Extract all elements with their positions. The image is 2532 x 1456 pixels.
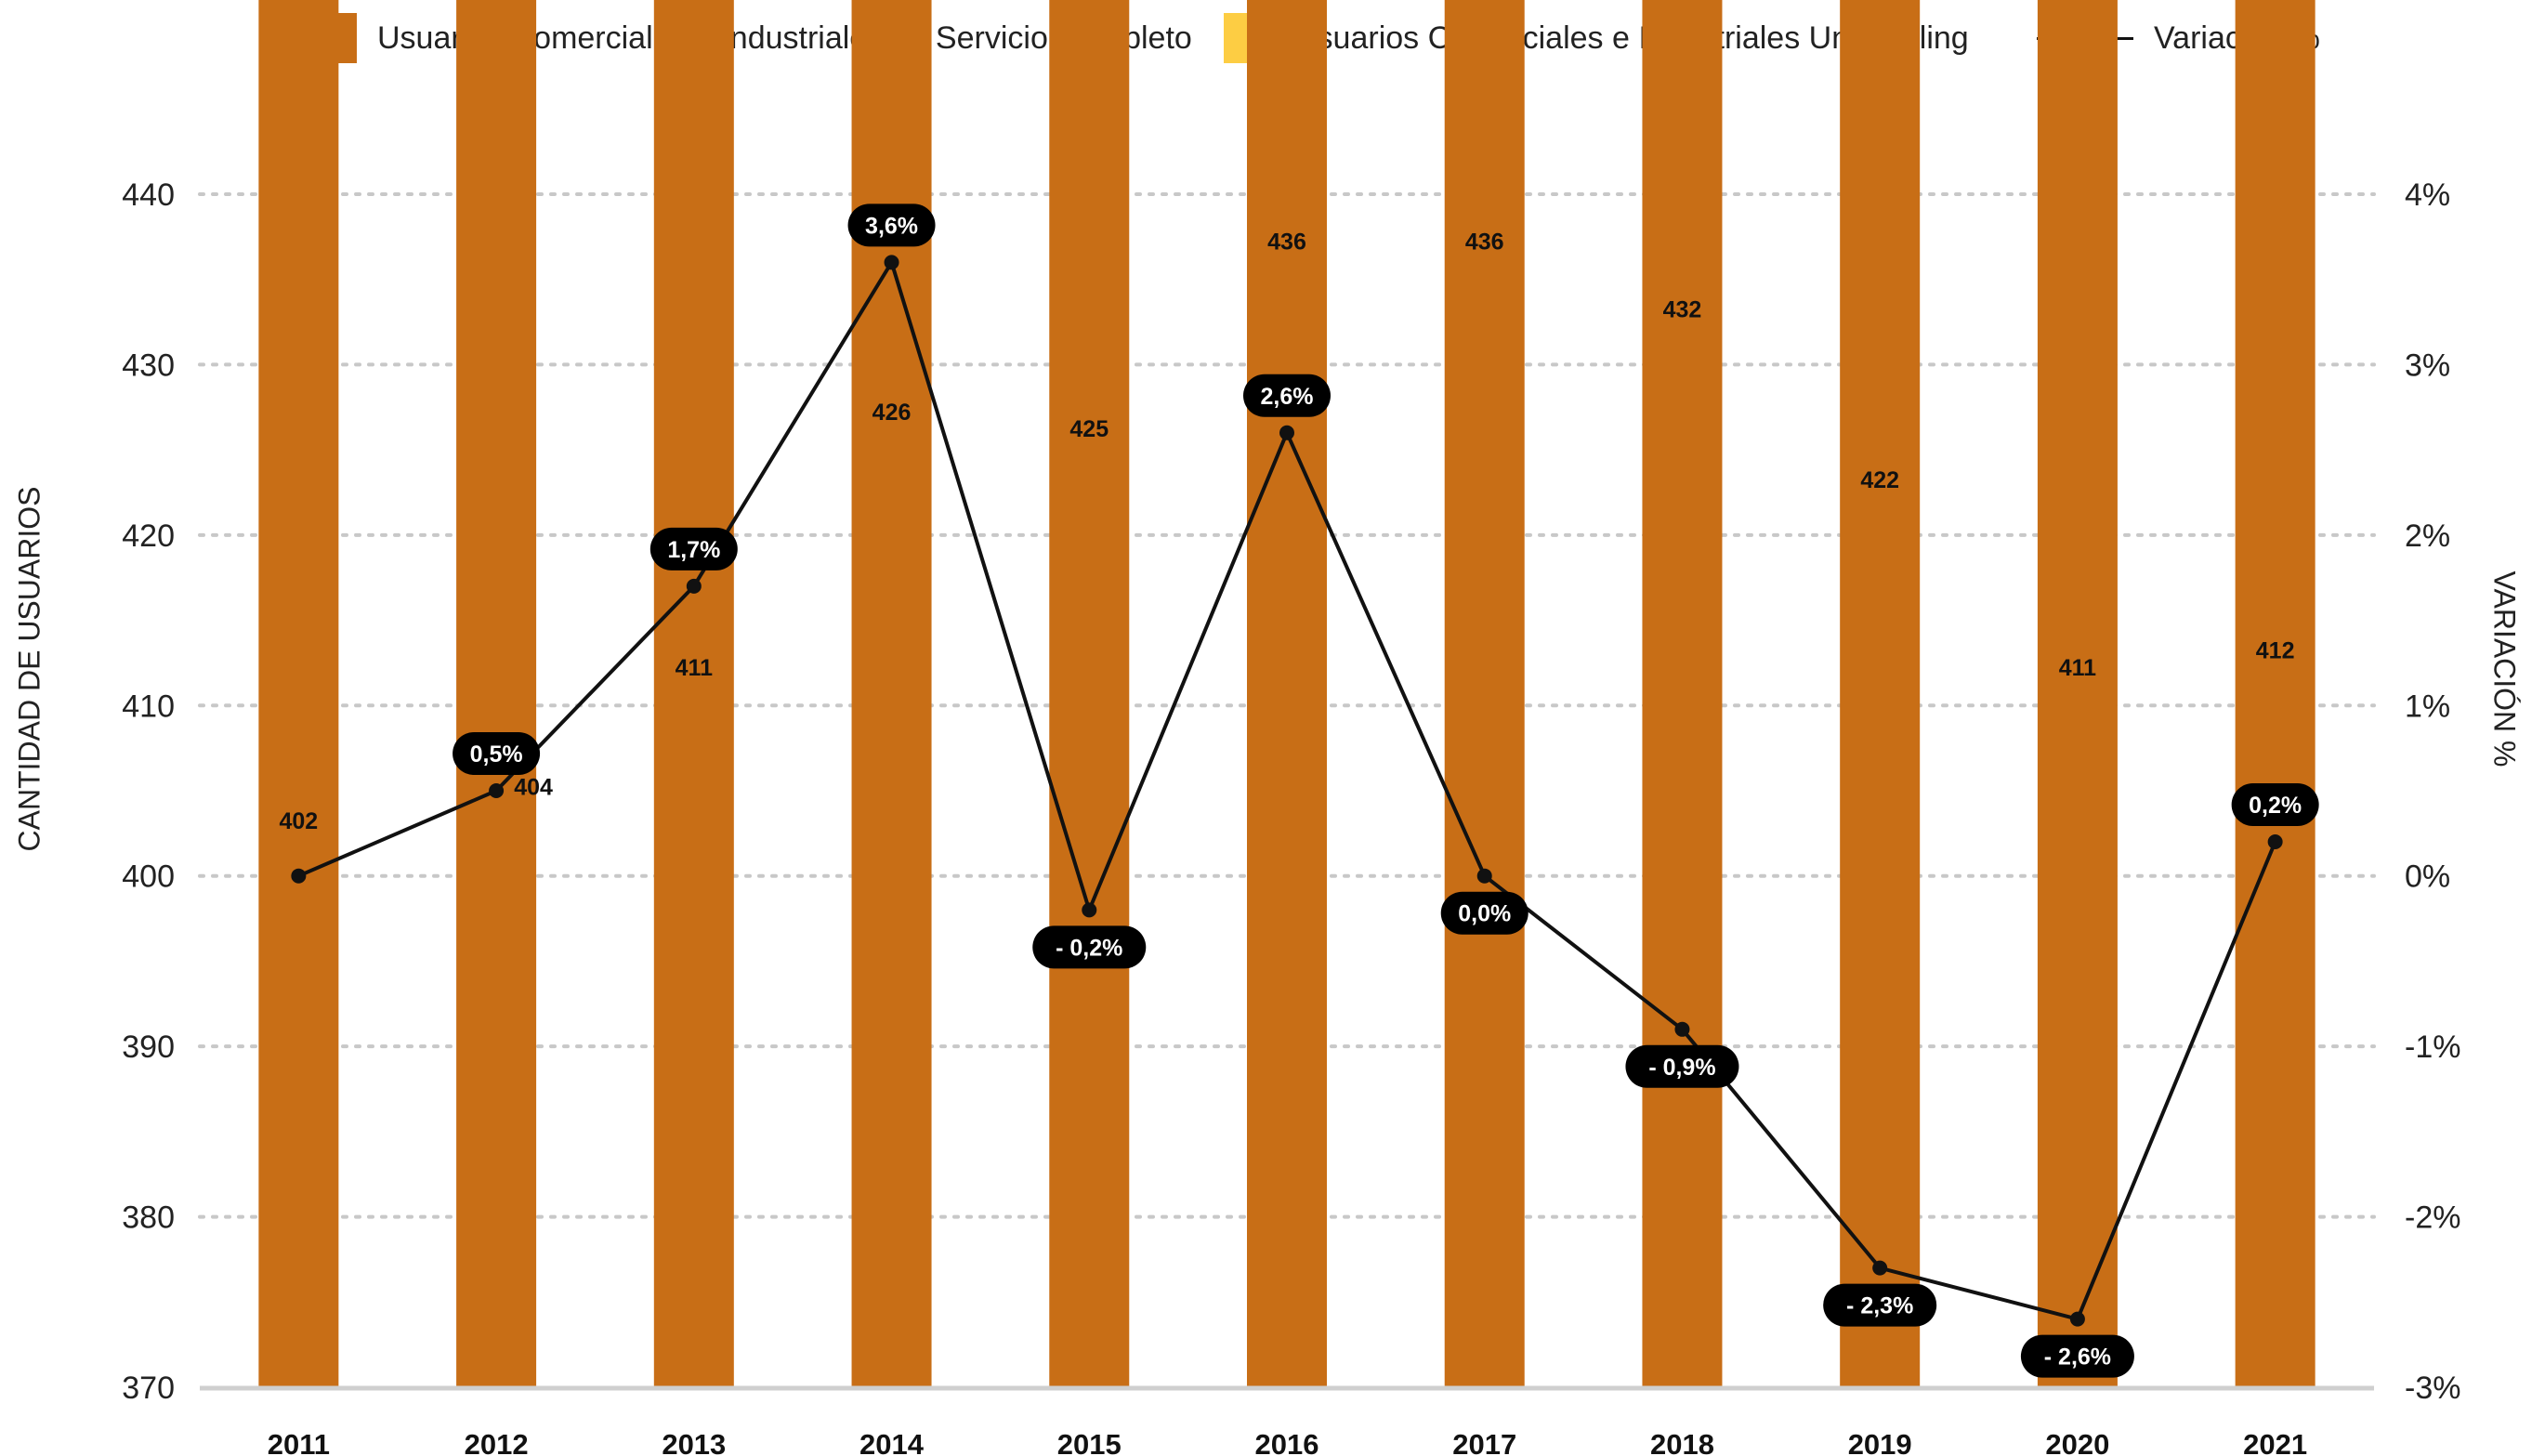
- variation-label-pill: [847, 203, 936, 247]
- y-tick-label-left: 430: [122, 348, 175, 383]
- bar-total-label: 436: [1267, 229, 1306, 255]
- variation-point: [884, 255, 899, 270]
- bar-servicio-completo: [1247, 0, 1327, 1387]
- variation-point: [489, 783, 505, 798]
- bar-servicio-completo: [2037, 0, 2118, 1387]
- variation-point: [2267, 834, 2283, 850]
- y-tick-label-right: -1%: [2405, 1030, 2460, 1065]
- variation-label: 2,6%: [1261, 384, 1314, 410]
- variation-label-pill: [1440, 891, 1528, 935]
- variation-label: - 2,3%: [1846, 1293, 1913, 1319]
- x-tick-label: 2021: [2243, 1428, 2307, 1456]
- y-tick-label-left: 400: [122, 859, 175, 895]
- bar-total-label: 412: [2256, 638, 2295, 664]
- y-tick-label-left: 370: [122, 1371, 175, 1406]
- variation-label-pill: [453, 732, 541, 775]
- variation-label-pill: [1625, 1044, 1739, 1088]
- variation-label-pill: [649, 527, 738, 571]
- bar-servicio-completo: [653, 0, 734, 1387]
- variation-label-pill: [2020, 1334, 2134, 1378]
- variation-label-pill: [1823, 1283, 1937, 1327]
- variation-label: 0,2%: [2249, 793, 2302, 819]
- y-tick-label-right: -2%: [2405, 1200, 2460, 1236]
- variation-label: 1,7%: [667, 537, 720, 563]
- y-tick-label-left: 440: [122, 177, 175, 213]
- variation-label: 0,5%: [470, 741, 523, 767]
- bar-servicio-completo: [1049, 0, 1130, 1387]
- x-tick-label: 2014: [859, 1428, 925, 1456]
- x-tick-label: 2015: [1057, 1428, 1122, 1456]
- x-tick-label: 2019: [1848, 1428, 1912, 1456]
- bar-total-label: 432: [1663, 297, 1702, 323]
- bar-total-label: 426: [872, 400, 912, 426]
- variation-label-pill: [1032, 925, 1147, 969]
- y-tick-label-right: 3%: [2405, 348, 2450, 383]
- variation-label: - 0,9%: [1648, 1055, 1715, 1081]
- bar-total-label: 425: [1069, 416, 1109, 442]
- variation-point: [1872, 1260, 1888, 1276]
- variation-point: [1082, 902, 1097, 918]
- bar-servicio-completo: [1642, 0, 1723, 1387]
- bar-total-label: 422: [1860, 467, 1899, 493]
- y-tick-label-right: 4%: [2405, 177, 2450, 213]
- bar-total-label: 411: [676, 655, 713, 681]
- variation-point: [2069, 1311, 2085, 1327]
- y-tick-label-right: 0%: [2405, 859, 2450, 895]
- y-tick-label-right: 1%: [2405, 689, 2450, 724]
- y-tick-label-right: 2%: [2405, 518, 2450, 554]
- x-tick-label: 2011: [268, 1428, 330, 1456]
- variation-point: [686, 578, 702, 594]
- x-tick-label: 2012: [465, 1428, 529, 1456]
- bar-total-label: 436: [1465, 229, 1504, 255]
- y-tick-label-left: 420: [122, 518, 175, 554]
- y-tick-label-right: -3%: [2405, 1371, 2460, 1406]
- bar-servicio-completo: [258, 0, 339, 1387]
- y-tick-label-left: 410: [122, 689, 175, 724]
- variation-label: - 2,6%: [2044, 1345, 2111, 1371]
- x-tick-label: 2020: [2045, 1428, 2109, 1456]
- variation-label-pill: [1243, 374, 1331, 417]
- bar-servicio-completo: [456, 0, 537, 1387]
- bar-total-label: 411: [2059, 655, 2096, 681]
- variation-point: [291, 868, 307, 884]
- variation-label: 0,0%: [1458, 901, 1511, 927]
- bar-servicio-completo: [1840, 0, 1921, 1387]
- variation-label: 3,6%: [865, 213, 918, 239]
- variation-point: [1279, 425, 1294, 440]
- variation-label: - 0,2%: [1056, 935, 1122, 961]
- variation-point: [1674, 1021, 1690, 1037]
- bar-total-label: 402: [280, 808, 319, 834]
- bar-total-label: 404: [514, 774, 553, 800]
- x-tick-label: 2013: [662, 1428, 726, 1456]
- variation-point: [1476, 868, 1492, 884]
- bar-servicio-completo: [2235, 0, 2316, 1387]
- x-tick-label: 2018: [1650, 1428, 1714, 1456]
- x-tick-label: 2016: [1255, 1428, 1319, 1456]
- y-tick-label-left: 380: [122, 1200, 175, 1236]
- bar-servicio-completo: [1444, 0, 1525, 1387]
- y-tick-label-left: 390: [122, 1030, 175, 1065]
- variation-label-pill: [2231, 783, 2319, 827]
- x-tick-label: 2017: [1452, 1428, 1516, 1456]
